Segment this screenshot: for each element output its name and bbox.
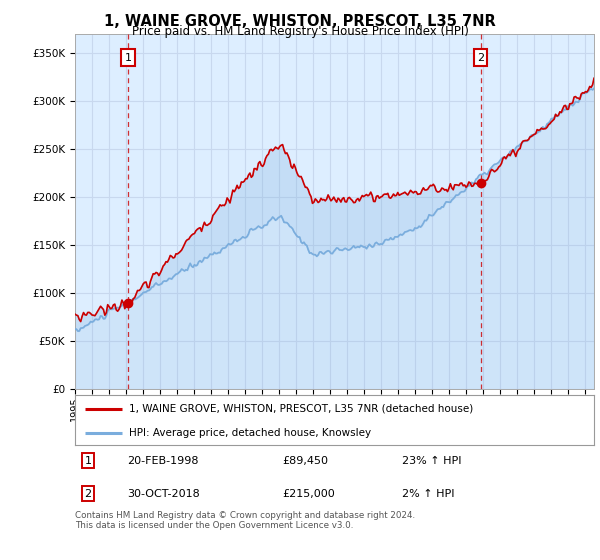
Text: 2: 2	[477, 53, 484, 63]
Text: 2% ↑ HPI: 2% ↑ HPI	[402, 489, 454, 499]
Text: 1: 1	[85, 456, 91, 466]
Text: £215,000: £215,000	[283, 489, 335, 499]
Text: Contains HM Land Registry data © Crown copyright and database right 2024.
This d: Contains HM Land Registry data © Crown c…	[75, 511, 415, 530]
Text: 23% ↑ HPI: 23% ↑ HPI	[402, 456, 461, 466]
Text: £89,450: £89,450	[283, 456, 329, 466]
Text: 2: 2	[85, 489, 92, 499]
Text: 1: 1	[125, 53, 132, 63]
Text: HPI: Average price, detached house, Knowsley: HPI: Average price, detached house, Know…	[130, 428, 371, 437]
Text: 1, WAINE GROVE, WHISTON, PRESCOT, L35 7NR (detached house): 1, WAINE GROVE, WHISTON, PRESCOT, L35 7N…	[130, 404, 474, 414]
Text: 30-OCT-2018: 30-OCT-2018	[127, 489, 200, 499]
Text: 20-FEB-1998: 20-FEB-1998	[127, 456, 199, 466]
Text: 1, WAINE GROVE, WHISTON, PRESCOT, L35 7NR: 1, WAINE GROVE, WHISTON, PRESCOT, L35 7N…	[104, 14, 496, 29]
Text: Price paid vs. HM Land Registry's House Price Index (HPI): Price paid vs. HM Land Registry's House …	[131, 25, 469, 38]
